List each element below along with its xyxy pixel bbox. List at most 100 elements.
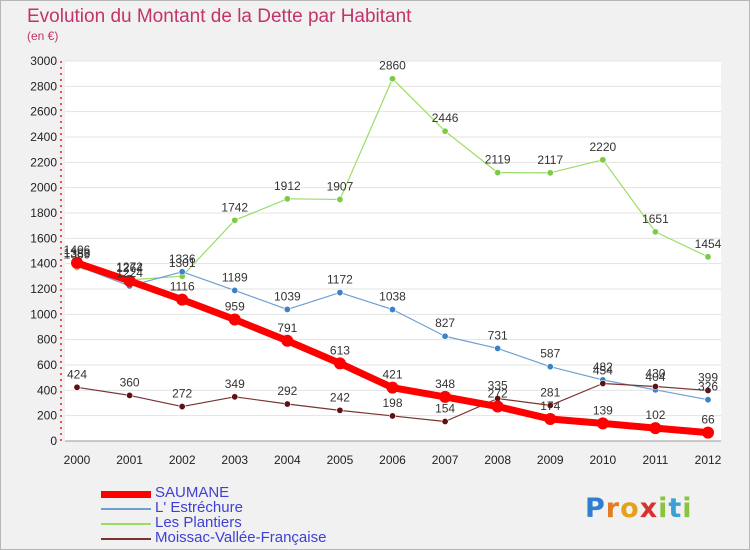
data-label-3-6: 198 bbox=[382, 396, 402, 410]
data-label-3-11: 430 bbox=[645, 367, 665, 381]
data-label-1-6: 1038 bbox=[379, 290, 406, 304]
legend-label-plantiers: Les Plantiers bbox=[155, 514, 242, 531]
y-tick-label: 2000 bbox=[30, 181, 57, 195]
data-label-0-8: 272 bbox=[488, 387, 508, 401]
data-label-1-5: 1172 bbox=[327, 273, 353, 287]
legend-swatch-plantiers bbox=[101, 523, 151, 525]
y-tick-label: 2200 bbox=[30, 155, 57, 169]
data-point-2-4 bbox=[283, 195, 291, 203]
data-label-0-6: 421 bbox=[382, 368, 402, 382]
data-label-0-3: 959 bbox=[225, 300, 245, 314]
x-tick-label: 2011 bbox=[643, 453, 669, 467]
data-label-0-1: 1264 bbox=[116, 261, 143, 275]
legend-swatch-moissac bbox=[101, 538, 151, 540]
y-tick-label: 1800 bbox=[30, 206, 57, 220]
data-point-2-5 bbox=[336, 195, 344, 203]
legend-item-saumane: SAUMANE bbox=[101, 484, 401, 502]
data-label-2-6: 2860 bbox=[379, 59, 406, 73]
data-label-3-12: 399 bbox=[698, 370, 718, 384]
data-label-3-2: 272 bbox=[172, 387, 192, 401]
data-point-1-4 bbox=[283, 305, 291, 313]
data-label-1-2: 1336 bbox=[169, 252, 196, 266]
data-label-3-10: 454 bbox=[593, 363, 613, 377]
data-point-0-0 bbox=[71, 256, 83, 269]
data-point-2-3 bbox=[231, 216, 239, 224]
y-tick-label: 1600 bbox=[30, 231, 57, 245]
x-tick-label: 2007 bbox=[432, 453, 459, 467]
data-point-0-11 bbox=[649, 422, 662, 435]
data-point-1-7 bbox=[441, 332, 449, 340]
data-label-2-11: 1651 bbox=[642, 212, 669, 226]
data-label-1-0: 1383 bbox=[64, 246, 91, 260]
data-point-3-7 bbox=[441, 417, 449, 425]
data-label-2-10: 2220 bbox=[589, 140, 616, 154]
y-tick-label: 2600 bbox=[30, 105, 57, 119]
data-label-2-12: 1454 bbox=[695, 237, 722, 251]
data-point-1-2 bbox=[178, 268, 186, 276]
y-tick-label: 1400 bbox=[30, 257, 57, 271]
data-label-2-1: 1272 bbox=[116, 260, 143, 274]
x-tick-label: 2008 bbox=[484, 453, 511, 467]
x-tick-label: 2010 bbox=[589, 453, 616, 467]
data-label-3-7: 154 bbox=[435, 401, 455, 415]
data-label-2-7: 2446 bbox=[432, 111, 459, 125]
data-point-0-2 bbox=[176, 293, 189, 306]
chart-title: Evolution du Montant de la Dette par Hab… bbox=[27, 6, 412, 27]
data-label-3-0: 424 bbox=[67, 367, 87, 381]
data-label-3-3: 349 bbox=[225, 377, 245, 391]
data-label-1-11: 404 bbox=[645, 370, 665, 384]
data-point-1-9 bbox=[546, 363, 554, 371]
data-point-1-3 bbox=[231, 286, 239, 294]
data-point-1-12 bbox=[704, 396, 712, 404]
data-point-0-9 bbox=[544, 412, 557, 425]
data-point-0-12 bbox=[702, 426, 714, 439]
data-label-0-2: 1116 bbox=[170, 280, 195, 294]
plot-area bbox=[65, 61, 721, 441]
data-label-0-4: 791 bbox=[277, 321, 297, 335]
data-label-2-5: 1907 bbox=[327, 179, 354, 193]
data-point-0-8 bbox=[491, 400, 504, 413]
data-label-1-1: 1224 bbox=[116, 266, 143, 280]
data-label-1-4: 1039 bbox=[274, 289, 301, 303]
data-point-3-6 bbox=[388, 412, 396, 420]
data-label-2-2: 1301 bbox=[169, 256, 196, 270]
data-point-0-10 bbox=[596, 417, 609, 430]
data-label-1-10: 482 bbox=[593, 360, 613, 374]
y-tick-label: 1000 bbox=[30, 307, 57, 321]
data-label-0-7: 348 bbox=[435, 377, 455, 391]
legend-label-saumane: SAUMANE bbox=[155, 484, 230, 501]
legend-label-estrechure: L' Estréchure bbox=[155, 499, 243, 516]
data-point-3-4 bbox=[283, 400, 291, 408]
chart-subtitle: (en €) bbox=[27, 29, 59, 43]
y-tick-label: 800 bbox=[37, 333, 57, 347]
data-label-1-7: 827 bbox=[435, 316, 455, 330]
x-tick-label: 2001 bbox=[116, 453, 143, 467]
y-tick-label: 0 bbox=[50, 434, 57, 448]
data-label-0-12: 66 bbox=[701, 413, 715, 427]
data-point-3-0 bbox=[73, 383, 81, 391]
data-point-2-7 bbox=[441, 127, 449, 135]
data-point-3-9 bbox=[546, 401, 554, 409]
data-label-1-3: 1189 bbox=[222, 270, 248, 284]
x-tick-label: 2004 bbox=[274, 453, 301, 467]
y-tick-label: 200 bbox=[37, 409, 57, 423]
x-tick-label: 2012 bbox=[695, 453, 722, 467]
data-label-1-8: 731 bbox=[488, 328, 508, 342]
x-tick-label: 2002 bbox=[169, 453, 196, 467]
data-point-3-3 bbox=[231, 393, 239, 401]
x-tick-label: 2003 bbox=[221, 453, 248, 467]
y-tick-label: 3000 bbox=[30, 54, 57, 68]
data-label-1-9: 587 bbox=[540, 347, 560, 361]
legend-item-estrechure: L' Estréchure bbox=[101, 499, 401, 517]
data-label-2-3: 1742 bbox=[221, 200, 248, 214]
data-point-2-11 bbox=[651, 228, 659, 236]
data-point-0-4 bbox=[281, 334, 294, 347]
legend-swatch-saumane bbox=[101, 491, 151, 498]
data-label-2-0: 1369 bbox=[64, 248, 91, 262]
x-tick-label: 2006 bbox=[379, 453, 406, 467]
data-label-0-0: 1406 bbox=[64, 243, 91, 257]
proxiti-logo: Proxiti bbox=[585, 493, 693, 524]
data-point-3-5 bbox=[336, 406, 344, 414]
data-point-0-7 bbox=[439, 390, 452, 403]
